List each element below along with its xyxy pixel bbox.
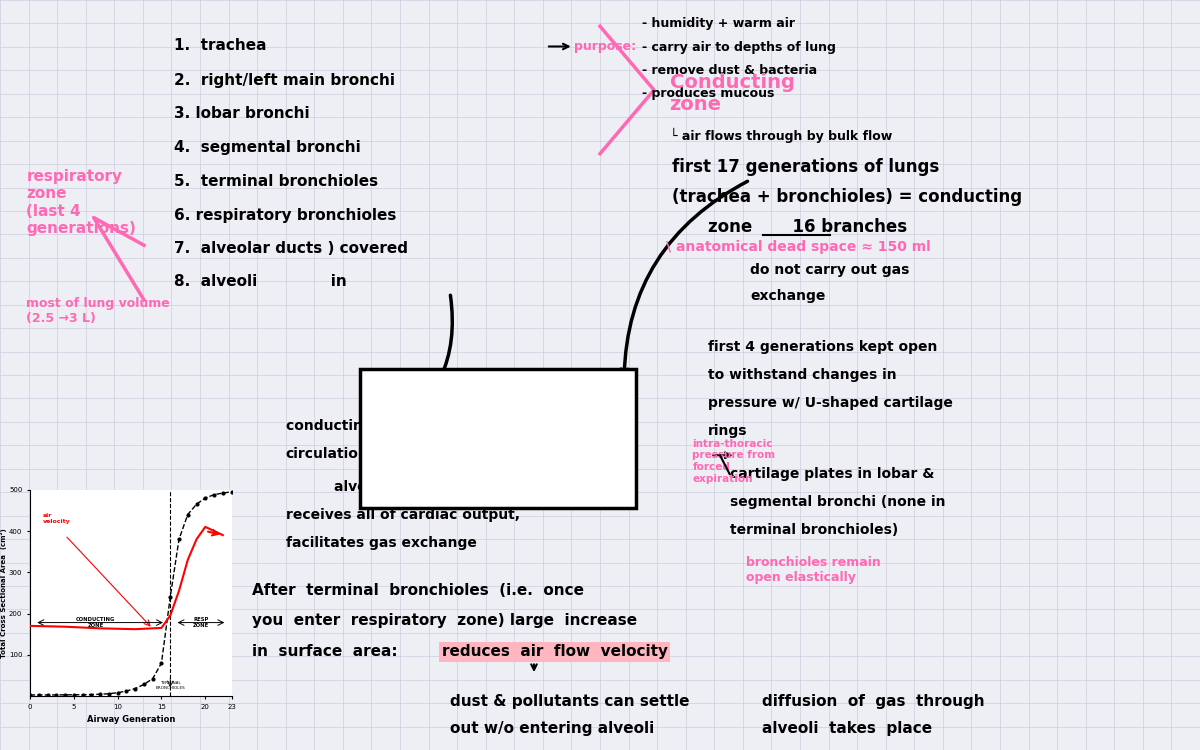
Text: 1.  trachea: 1. trachea [174, 38, 266, 52]
Text: bronchioles remain
open elastically: bronchioles remain open elastically [746, 556, 881, 584]
FancyArrowPatch shape [384, 296, 452, 436]
Text: to withstand changes in: to withstand changes in [708, 368, 896, 382]
Text: └ air flows through by bulk flow: └ air flows through by bulk flow [670, 128, 892, 143]
Text: 4.  segmental bronchi: 4. segmental bronchi [174, 140, 361, 155]
Text: 2.  right/left main bronchi: 2. right/left main bronchi [174, 73, 395, 88]
Text: - produces mucous: - produces mucous [642, 87, 774, 100]
Text: intra-thoracic
pressure from
forced
expiration: intra-thoracic pressure from forced expi… [692, 439, 775, 484]
Text: cartilage plates in lobar &: cartilage plates in lobar & [730, 467, 934, 481]
Text: facilitates gas exchange: facilitates gas exchange [286, 536, 476, 550]
Text: dust & pollutants can settle: dust & pollutants can settle [450, 694, 690, 709]
Text: first 17 generations of lungs: first 17 generations of lungs [672, 158, 940, 176]
Text: first 4 generations kept open: first 4 generations kept open [708, 340, 937, 354]
Text: circulation: circulation [286, 447, 368, 460]
Text: zone       16 branches: zone 16 branches [708, 218, 907, 236]
Text: terminal bronchioles): terminal bronchioles) [730, 523, 898, 536]
Text: do not carry out gas: do not carry out gas [750, 263, 910, 277]
Text: 8.  alveoli              in: 8. alveoli in [174, 274, 347, 289]
Text: - humidity + warm air: - humidity + warm air [642, 17, 796, 31]
Text: segmental bronchi (none in: segmental bronchi (none in [730, 495, 946, 508]
Text: out w/o entering alveoli: out w/o entering alveoli [450, 722, 654, 736]
Text: respiratory
zone
(last 4
generations): respiratory zone (last 4 generations) [26, 169, 137, 236]
Text: alveoli: pulmonary circulation,: alveoli: pulmonary circulation, [334, 481, 572, 494]
Text: receives all of cardiac output,: receives all of cardiac output, [286, 509, 520, 522]
Text: After  terminal  bronchioles  (i.e.  once: After terminal bronchioles (i.e. once [252, 583, 584, 598]
Text: conducting zone: bronchial: conducting zone: bronchial [286, 419, 498, 433]
Text: 6. respiratory bronchioles: 6. respiratory bronchioles [174, 208, 396, 223]
Text: Conducting
zone: Conducting zone [670, 74, 794, 114]
Text: exchange: exchange [750, 290, 826, 303]
Text: 5.  terminal bronchioles: 5. terminal bronchioles [174, 174, 378, 189]
Text: - carry air to depths of lung: - carry air to depths of lung [642, 40, 836, 54]
Text: in  surface  area:: in surface area: [252, 644, 397, 659]
Text: 7.  alveolar ducts ) covered: 7. alveolar ducts ) covered [174, 242, 408, 256]
Text: rings: rings [708, 424, 748, 437]
Text: most of lung volume
(2.5 →3 L): most of lung volume (2.5 →3 L) [26, 297, 170, 326]
Text: (trachea + bronchioles) = conducting: (trachea + bronchioles) = conducting [672, 188, 1022, 206]
Text: alveoli  takes  place: alveoli takes place [762, 722, 932, 736]
Text: reduces  air  flow  velocity: reduces air flow velocity [442, 644, 667, 659]
Text: pressure w/ U-shaped cartilage: pressure w/ U-shaped cartilage [708, 396, 953, 410]
Text: you  enter  respiratory  zone) large  increase: you enter respiratory zone) large increa… [252, 614, 637, 628]
Text: purpose:: purpose: [574, 40, 636, 53]
FancyBboxPatch shape [360, 369, 636, 508]
Text: Respiration:
Lung Structure: Respiration: Lung Structure [422, 419, 574, 458]
FancyArrowPatch shape [384, 426, 442, 435]
Text: \ anatomical dead space ≈ 150 ml: \ anatomical dead space ≈ 150 ml [666, 241, 931, 254]
Text: diffusion  of  gas  through: diffusion of gas through [762, 694, 985, 709]
Text: - remove dust & bacteria: - remove dust & bacteria [642, 64, 817, 77]
FancyArrowPatch shape [620, 182, 748, 376]
Text: 3. lobar bronchi: 3. lobar bronchi [174, 106, 310, 122]
